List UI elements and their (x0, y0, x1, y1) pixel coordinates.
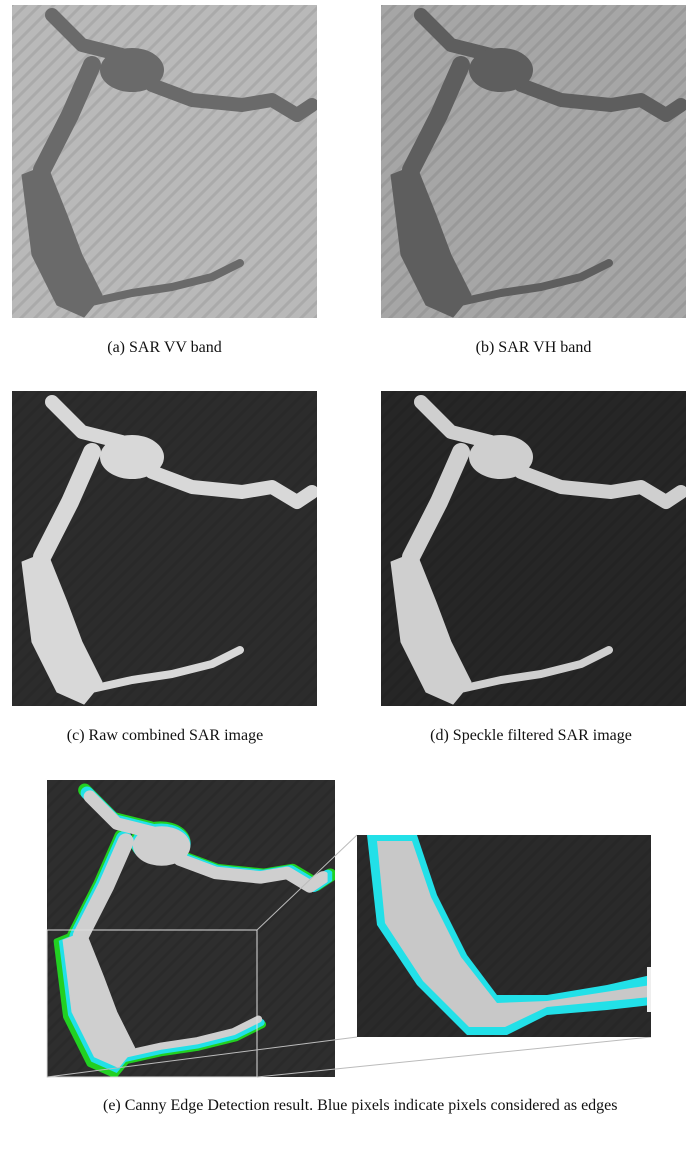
caption: (c) Raw combined SAR image (0, 727, 330, 745)
page: (a) SAR VV band (b) SAR VH band (c) Raw … (0, 0, 697, 1161)
sar-vv-image (12, 5, 317, 318)
raw-combined-image (12, 391, 317, 706)
caption: (e) Canny Edge Detection result. Blue pi… (103, 1088, 671, 1124)
sar-vh-image (381, 5, 686, 318)
caption: (b) SAR VH band (381, 339, 686, 357)
canny-edge-figure (0, 770, 697, 1085)
caption: (d) Speckle filtered SAR image (365, 727, 697, 745)
speckle-filtered-image (381, 391, 686, 706)
caption: (a) SAR VV band (12, 339, 317, 357)
